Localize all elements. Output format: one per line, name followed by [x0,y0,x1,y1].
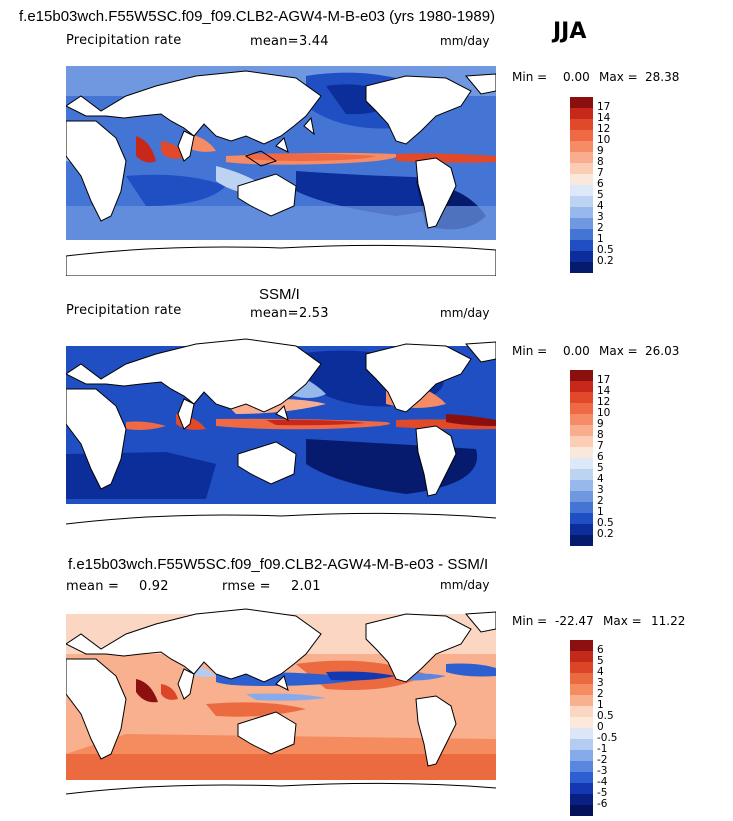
colorbar-tick: 3 [597,211,604,223]
panel2-mean-label: mean= [250,306,299,321]
panel1-map [66,66,496,276]
colorbar-tick: 12 [597,396,611,408]
panel1-mean-label: mean= [250,34,299,49]
colorbar-tick: 6 [597,451,604,463]
panel3-max-label: Max = [603,614,642,628]
panel1-title: f.e15b03wch.F55W5SC.f09_f09.CLB2-AGW4-M-… [19,8,496,25]
colorbar-tick: 3 [597,484,604,496]
panel3-mean-value: 0.92 [139,579,169,594]
colorbar-tick: 9 [597,145,604,157]
colorbar-tick: 5 [597,462,604,474]
panel2-min-value: 0.00 [563,344,590,358]
colorbar-tick: 6 [597,644,604,656]
panel1-units: mm/day [440,34,490,48]
colorbar-tick: 5 [597,655,604,667]
panel2-field-label: Precipitation rate [66,303,182,318]
colorbar-tick: 1 [597,233,604,245]
panel1-max-value: 28.38 [645,70,680,84]
panel2-map [66,334,496,544]
colorbar-tick: 0.5 [597,244,614,256]
panel2-mean-value: 2.53 [299,306,329,321]
colorbar-tick: 14 [597,385,611,397]
panel3-rmse-label: rmse = [222,579,271,594]
panel2-units: mm/day [440,306,490,320]
colorbar-tick: 6 [597,178,604,190]
colorbar-tick: 0 [597,721,604,733]
colorbar-tick: 5 [597,189,604,201]
panel1-max-label: Max = [599,70,638,84]
colorbar-tick: 1 [597,506,604,518]
panel1-field-label: Precipitation rate [66,33,182,48]
colorbar-tick: 0.5 [597,710,614,722]
colorbar-tick: 0.2 [597,255,614,267]
colorbar-tick: 9 [597,418,604,430]
colorbar-tick: 1 [597,699,604,711]
colorbar-tick: -0.5 [597,732,618,744]
colorbar-tick: 2 [597,222,604,234]
colorbar-tick: 4 [597,473,604,485]
colorbar-tick: 17 [597,374,611,386]
colorbar-tick: -3 [597,765,608,777]
panel2-min-label: Min = [512,344,548,358]
panel2-title: SSM/I [259,286,300,303]
colorbar-tick: 3 [597,677,604,689]
colorbar-tick: 7 [597,440,604,452]
panel2-max-label: Max = [599,344,638,358]
colorbar-tick: 8 [597,429,604,441]
colorbar-tick: 12 [597,123,611,135]
colorbar-tick: -2 [597,754,608,766]
panel1-min-value: 0.00 [563,70,590,84]
colorbar-tick: 0.5 [597,517,614,529]
colorbar-tick: -6 [597,798,608,810]
panel1-mean-value: 3.44 [299,34,329,49]
panel3-max-value: 11.22 [651,614,686,628]
colorbar-tick: 4 [597,666,604,678]
colorbar-tick: -1 [597,743,608,755]
panel3-min-value: -22.47 [555,614,594,628]
colorbar-tick: 17 [597,101,611,113]
colorbar-tick: 4 [597,200,604,212]
panel3-units: mm/day [440,578,490,592]
panel1-min-label: Min = [512,70,548,84]
colorbar-tick: 2 [597,495,604,507]
panel2-max-value: 26.03 [645,344,680,358]
panel3-rmse-value: 2.01 [291,579,321,594]
colorbar-tick: 0.2 [597,528,614,540]
colorbar-tick: -5 [597,787,608,799]
panel3-title: f.e15b03wch.F55W5SC.f09_f09.CLB2-AGW4-M-… [68,556,489,573]
panel3-mean-label: mean = [66,579,120,594]
season-label: JJA [553,19,587,44]
colorbar-tick: 7 [597,167,604,179]
colorbar-tick: 10 [597,407,611,419]
colorbar-tick: 8 [597,156,604,168]
colorbar-tick: -4 [597,776,608,788]
colorbar-tick: 14 [597,112,611,124]
colorbar-tick: 10 [597,134,611,146]
colorbar-tick: 2 [597,688,604,700]
panel3-map [66,604,496,814]
panel3-min-label: Min = [512,614,548,628]
